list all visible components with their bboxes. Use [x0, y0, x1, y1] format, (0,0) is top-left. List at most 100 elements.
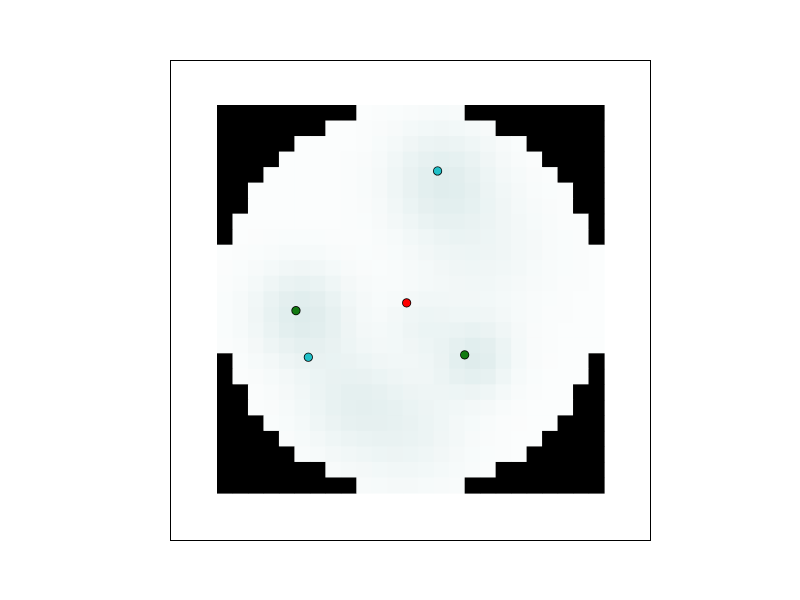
heatmap-cell: [294, 260, 311, 277]
heatmap-cell: [371, 368, 388, 385]
heatmap-cell: [573, 337, 590, 354]
heatmap-cell: [356, 167, 373, 184]
heatmap-cell: [278, 275, 295, 292]
mask-cell: [526, 477, 543, 494]
mask-cell: [217, 384, 234, 401]
mask-cell: [217, 415, 234, 432]
heatmap-cell: [309, 151, 326, 168]
mask-cell: [217, 136, 234, 153]
heatmap-cell: [573, 306, 590, 323]
heatmap-cell: [340, 151, 357, 168]
heatmap-cell: [449, 151, 466, 168]
heatmap-cell: [480, 136, 497, 153]
mask-cell: [588, 151, 605, 168]
mask-cell: [542, 151, 559, 168]
heatmap-cell: [542, 368, 559, 385]
heatmap-cell: [278, 368, 295, 385]
heatmap-cell: [387, 368, 404, 385]
heatmap-cell: [480, 353, 497, 370]
mask-cell: [309, 477, 326, 494]
heatmap-cell: [371, 306, 388, 323]
mask-cell: [480, 105, 497, 122]
heatmap-cell: [309, 399, 326, 416]
heatmap-cell: [542, 306, 559, 323]
heatmap-cell: [402, 384, 419, 401]
heatmap-cell: [433, 213, 450, 230]
heatmap-cell: [464, 399, 481, 416]
mask-cell: [232, 415, 249, 432]
mask-cell: [217, 430, 234, 448]
heatmap-cell: [356, 198, 373, 215]
mask-cell: [542, 446, 559, 463]
mask-cell: [542, 105, 559, 122]
heatmap-cell: [325, 229, 342, 246]
heatmap-cell: [232, 322, 249, 339]
heatmap-cell: [309, 213, 326, 230]
heatmap-cell: [480, 120, 497, 137]
heatmap-cell: [418, 151, 435, 168]
heatmap-cell: [418, 275, 435, 292]
heatmap-cell: [511, 353, 528, 370]
heatmap-cell: [511, 322, 528, 339]
mask-cell: [294, 120, 311, 137]
heatmap-cell: [464, 353, 481, 370]
heatmap-cell: [418, 384, 435, 401]
mask-cell: [232, 120, 249, 137]
heatmap-cell: [464, 167, 481, 184]
mask-cell: [557, 167, 574, 184]
heatmap-cell: [480, 275, 497, 292]
heatmap-cell: [433, 368, 450, 385]
heatmap-cell: [495, 260, 512, 277]
heatmap-cell: [449, 446, 466, 463]
heatmap-cell: [387, 213, 404, 230]
mask-cell: [573, 167, 590, 184]
heatmap-cell: [325, 384, 342, 401]
heatmap-cell: [263, 415, 280, 432]
mask-cell: [263, 120, 280, 137]
heatmap-cell: [449, 244, 466, 261]
heatmap-cell: [387, 353, 404, 370]
heatmap-cell: [294, 384, 311, 401]
heatmap-cell: [263, 213, 280, 230]
heatmap-cell: [511, 291, 528, 308]
heatmap-cell: [402, 399, 419, 416]
mask-cell: [464, 105, 481, 122]
heatmap-cell: [433, 461, 450, 479]
heatmap-cell: [371, 244, 388, 261]
heatmap-cell: [371, 213, 388, 230]
heatmap-cell: [232, 368, 249, 385]
heatmap-cell: [294, 368, 311, 385]
heatmap-cell: [464, 368, 481, 385]
heatmap-cell: [480, 461, 497, 479]
heatmap-cell: [371, 275, 388, 292]
heatmap-cell: [418, 182, 435, 199]
heatmap-cell: [309, 136, 326, 153]
heatmap-cell: [325, 120, 342, 137]
heatmap-cell: [371, 446, 388, 463]
heatmap-cell: [542, 198, 559, 215]
heatmap-cell: [557, 244, 574, 261]
heatmap-cell: [247, 275, 265, 292]
heatmap-cell: [557, 337, 574, 354]
heatmap-cell: [371, 136, 388, 153]
mask-cell: [557, 151, 574, 168]
heatmap-cell: [387, 136, 404, 153]
heatmap-cell: [433, 275, 450, 292]
heatmap-cell: [449, 399, 466, 416]
heatmap-cell: [402, 213, 419, 230]
heatmap-cell: [526, 213, 543, 230]
mask-cell: [573, 105, 590, 122]
heatmap-cell: [402, 260, 419, 277]
mask-cell: [217, 182, 234, 199]
mask-cell: [573, 430, 590, 448]
mask-cell: [588, 446, 605, 463]
heatmap-cell: [247, 384, 265, 401]
heatmap-cell: [356, 136, 373, 153]
mask-cell: [495, 120, 512, 137]
heatmap-cell: [433, 384, 450, 401]
heatmap-cell: [340, 337, 357, 354]
heatmap-cell: [309, 244, 326, 261]
heatmap-cell: [557, 260, 574, 277]
heatmap-cell: [356, 260, 373, 277]
